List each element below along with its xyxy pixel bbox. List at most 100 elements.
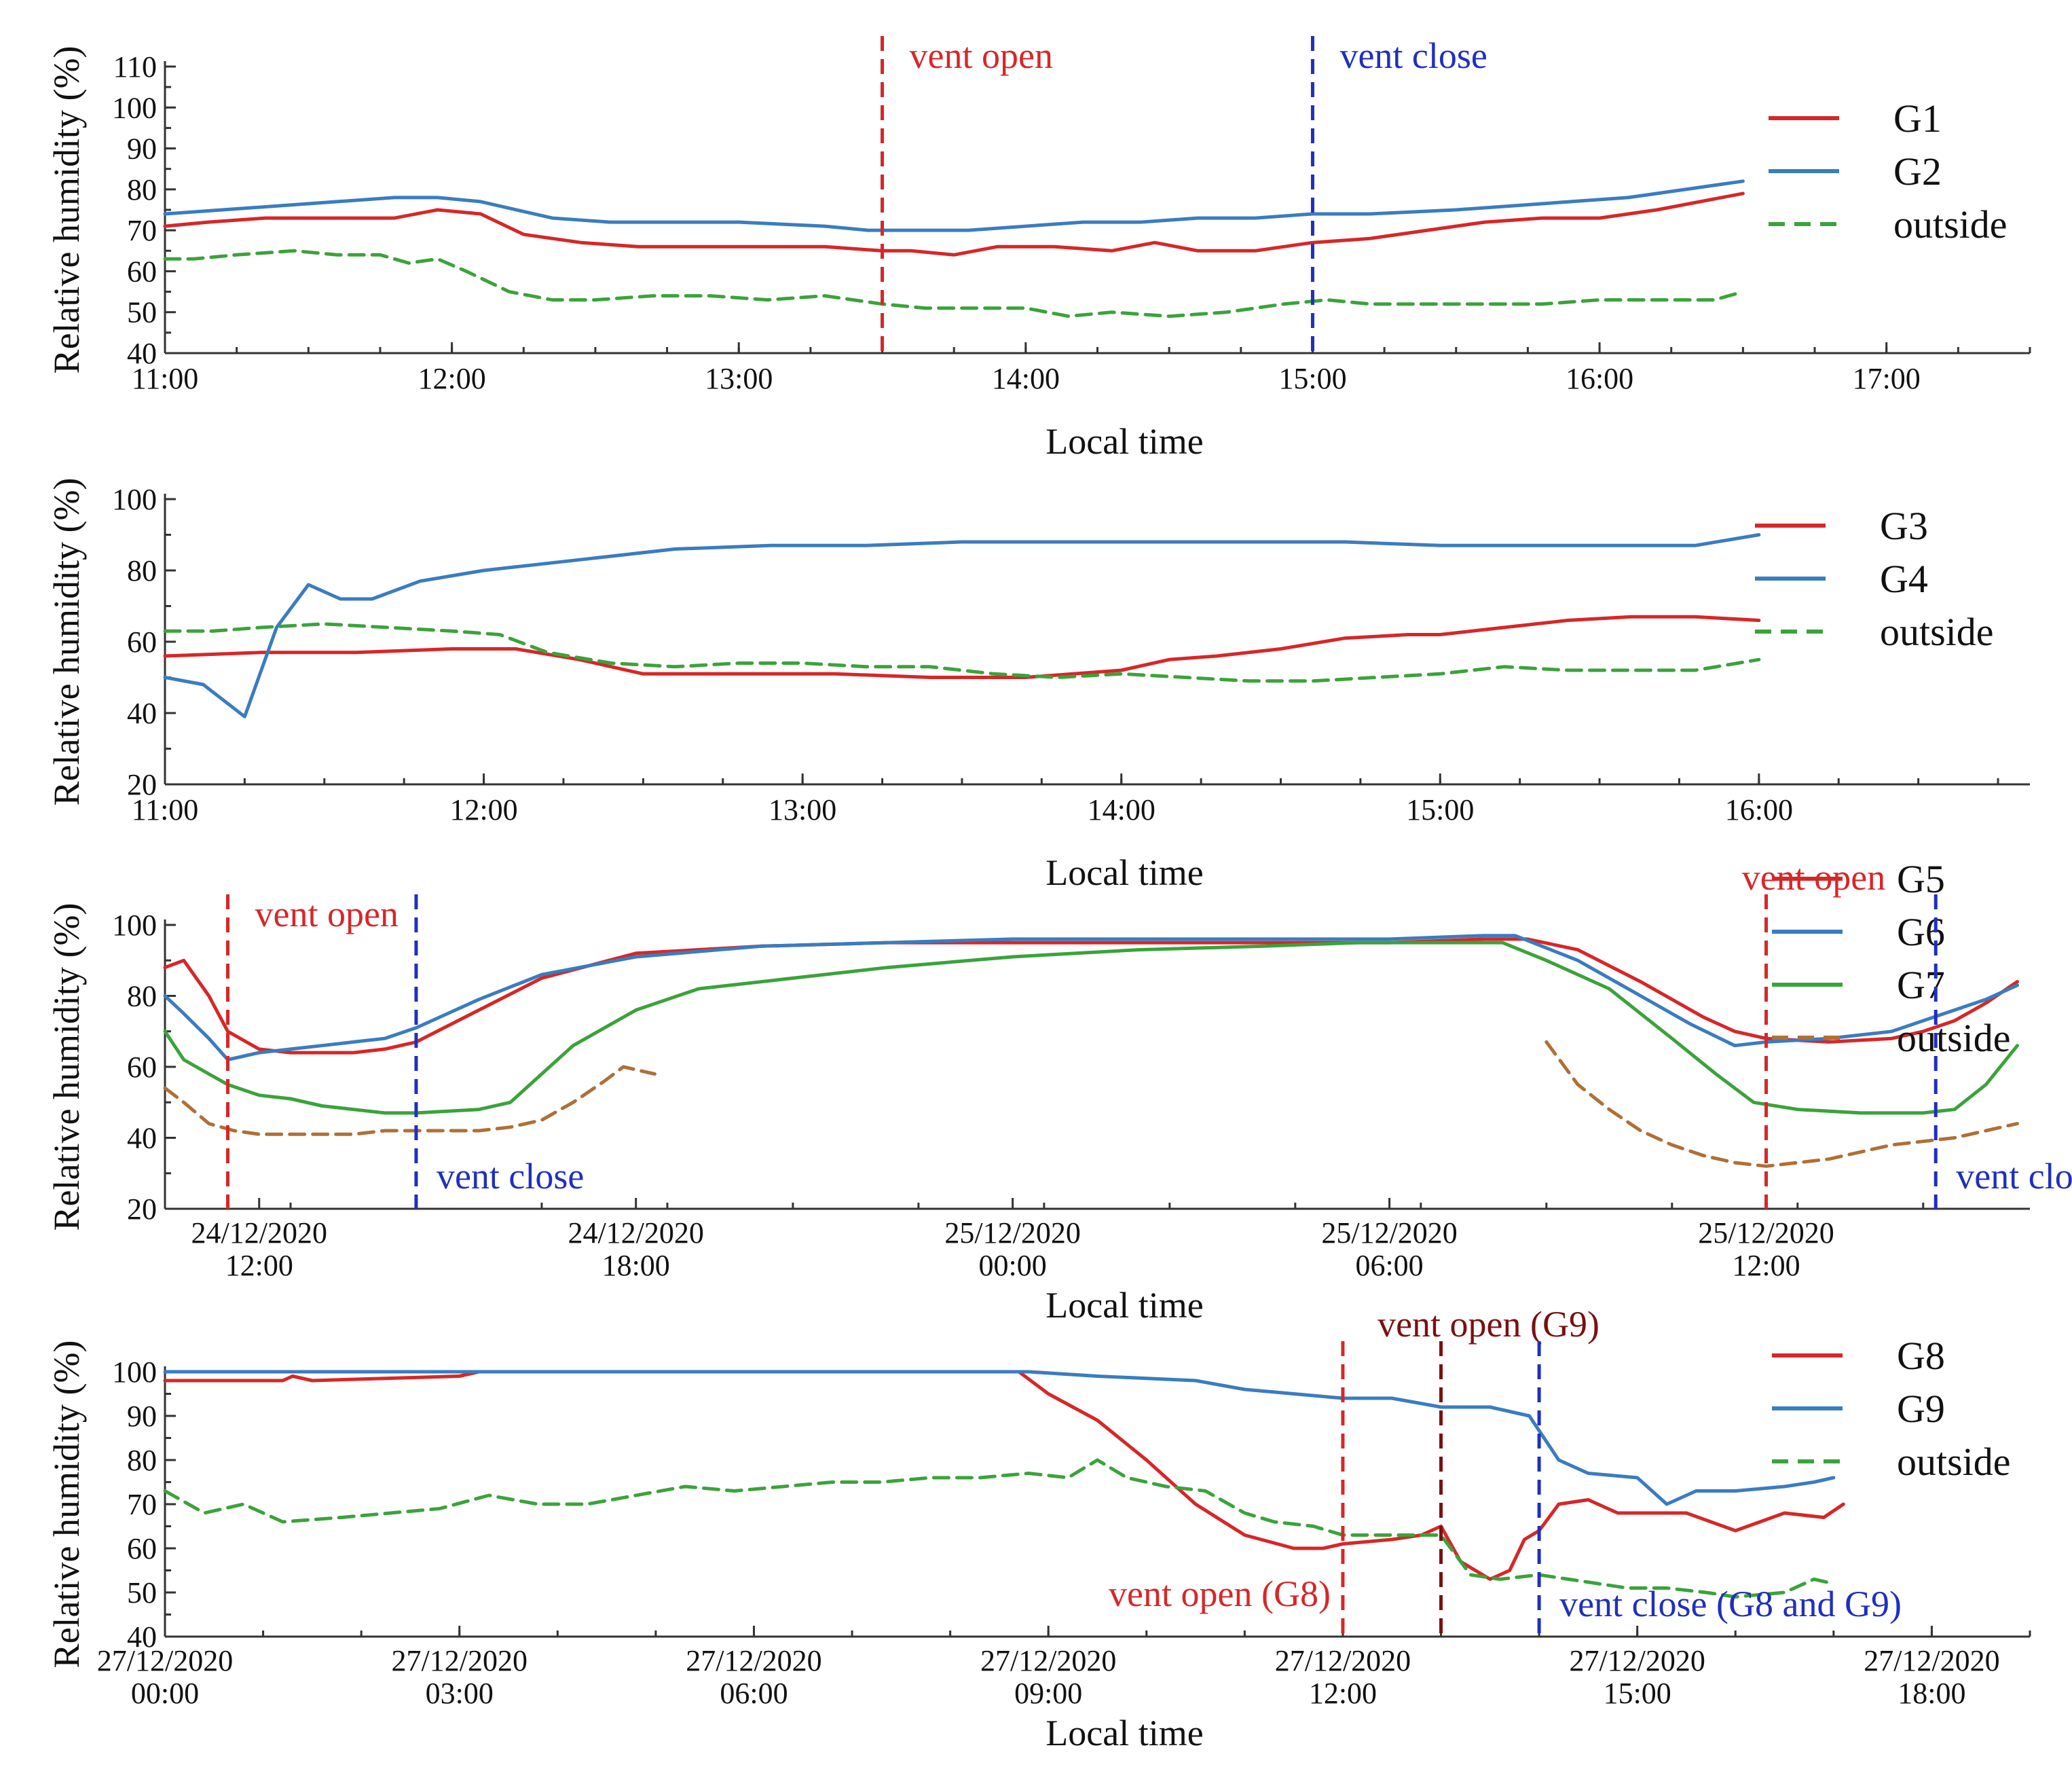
x-tick-label: 00:00 [979,1249,1047,1282]
series-line-g9 [163,1370,1836,1506]
legend-label: outside [1880,610,1994,654]
panel-p2: 20 40 60 80 100 11:00 12:00 13:00 14:00 15:00 16:0… [46,478,2030,893]
y-tick-label: 50 [127,296,157,329]
y-tick-label: 40 [127,337,157,370]
x-tick-label: 12:00 [1732,1249,1800,1282]
x-axis-title: Local time [1046,852,1203,893]
event-label: vent close [1956,1156,2072,1197]
series-line-g5 [163,937,2019,1055]
y-axis-title: Relative humidity (%) [46,1341,87,1669]
panel-p3: 2040608010024/12/202012:0024/12/202018:0… [46,857,2072,1326]
x-tick-label: 13:00 [769,793,836,826]
legend-label: G6 [1897,910,1945,954]
legend-label: G3 [1880,504,1928,548]
y-tick-label: 100 [112,1355,157,1389]
x-axis-title: Local time [1046,1713,1203,1753]
x-tick-label: 24/12/2020 [568,1216,703,1250]
x-tick-label: 27/12/2020 [1864,1644,1999,1677]
legend-label: G9 [1897,1387,1945,1431]
x-tick-label: 12:00 [1309,1677,1377,1710]
y-tick-label: 80 [127,554,157,587]
legend-label: G4 [1880,557,1928,601]
y-tick-label: 60 [127,255,157,288]
event-label: vent open (G9) [1377,1304,1599,1345]
y-tick-label: 20 [127,768,157,801]
y-tick-label: 100 [112,909,157,942]
event-label: vent close [1339,35,1487,76]
y-tick-label: 60 [127,1051,157,1084]
y-tick-label: 80 [127,980,157,1013]
y-tick-label: 40 [127,1122,157,1155]
series-line-g4 [163,533,1761,718]
series-line-g1 [163,192,1745,257]
series-line-g2 [163,179,1745,232]
x-tick-label: 06:00 [720,1677,788,1710]
x-tick-label: 15:00 [1406,793,1474,826]
series-line-outside [163,622,1761,683]
x-tick-label: 25/12/2020 [944,1216,1080,1250]
x-tick-label: 16:00 [1566,362,1633,395]
y-tick-label: 70 [127,1488,157,1521]
x-tick-label: 00:00 [131,1677,199,1710]
x-tick-label: 27/12/2020 [686,1644,821,1677]
x-tick-label: 25/12/2020 [1321,1216,1457,1250]
x-tick-label: 18:00 [1898,1677,1965,1710]
y-tick-label: 90 [127,1400,157,1433]
x-tick-label: 14:00 [992,362,1060,395]
x-tick-label: 03:00 [426,1677,494,1710]
x-tick-label: 12:00 [225,1249,293,1282]
x-tick-label: 16:00 [1725,793,1793,826]
y-tick-label: 60 [127,1532,157,1565]
legend-label: outside [1897,1016,2011,1060]
y-tick-label: 80 [127,173,157,206]
series-line-outside [163,1458,1836,1599]
x-axis-title: Local time [1046,1285,1203,1326]
x-tick-label: 06:00 [1355,1249,1423,1282]
y-axis-title: Relative humidity (%) [46,478,87,806]
x-tick-label: 24/12/2020 [191,1216,327,1250]
x-axis-title: Local time [1046,421,1203,462]
panel-p1: 40 50 60 70 80 90 100 110 11:00 12:00 13:00 14:00 15… [46,35,2031,462]
legend-label: outside [1897,1440,2011,1484]
event-label: vent close (G8 and G9) [1559,1584,1902,1624]
panel-p4: 40506070809010027/12/202000:0027/12/2020… [46,1304,2031,1753]
x-tick-label: 18:00 [602,1249,670,1282]
series-line-g3 [163,615,1761,679]
x-tick-label: 15:00 [1278,362,1346,395]
x-tick-label: 27/12/2020 [392,1644,528,1677]
series-line-g6 [163,934,2019,1061]
y-tick-label: 110 [113,50,157,84]
y-tick-label: 100 [112,483,157,516]
legend-label: outside [1893,202,2008,247]
y-tick-label: 20 [127,1192,157,1226]
y-tick-label: 60 [127,625,157,659]
event-label: vent open [910,35,1053,76]
x-tick-label: 25/12/2020 [1698,1216,1834,1250]
series-line-g7 [163,941,2019,1115]
x-tick-label: 11:00 [132,362,199,395]
legend-label: G8 [1897,1334,1945,1378]
series-line-outside [163,249,1745,318]
y-tick-label: 40 [127,1620,157,1654]
legend-label: G7 [1897,963,1945,1007]
series-line-outside [163,1065,656,1136]
x-tick-label: 14:00 [1088,793,1155,826]
x-tick-label: 11:00 [132,793,199,826]
y-axis-title: Relative humidity (%) [46,46,87,374]
legend-label: G1 [1893,96,1942,141]
y-tick-label: 40 [127,697,157,730]
x-tick-label: 09:00 [1014,1677,1082,1710]
x-tick-label: 27/12/2020 [97,1644,233,1677]
x-tick-label: 15:00 [1604,1677,1671,1710]
event-label: vent close [437,1156,584,1197]
y-axis-title: Relative humidity (%) [46,903,87,1231]
y-tick-label: 90 [127,132,157,166]
y-tick-label: 100 [112,91,157,124]
x-tick-label: 12:00 [449,793,517,826]
legend-label: G2 [1893,149,1942,194]
event-label: vent open [255,894,398,934]
event-label: vent open [1742,857,1885,898]
series-line-outside [1544,1040,2019,1168]
legend-label: G5 [1897,857,1945,901]
